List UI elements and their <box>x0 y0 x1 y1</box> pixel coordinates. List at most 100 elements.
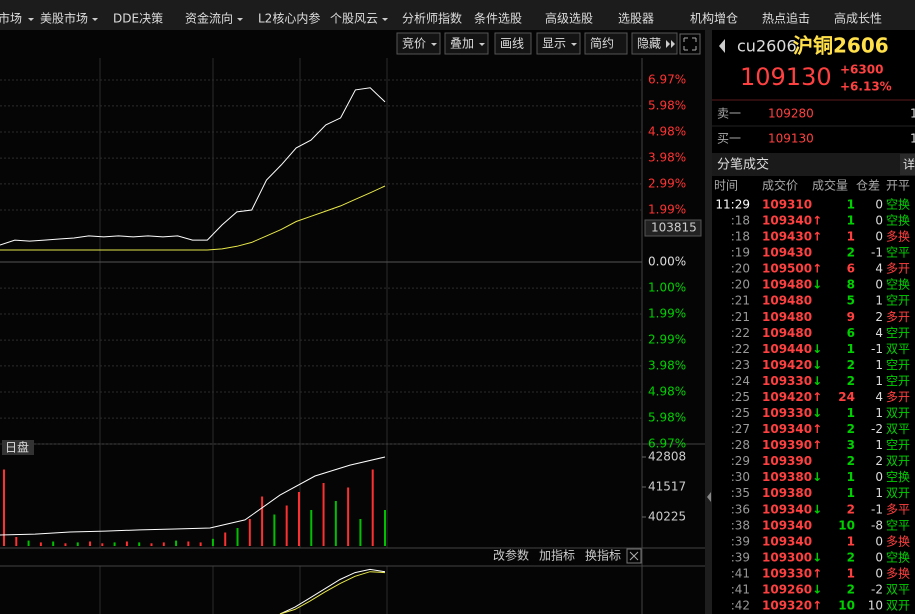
toolbar-button[interactable] <box>444 32 489 55</box>
trade-volume: 24 <box>838 390 855 404</box>
volume-bar <box>125 541 128 546</box>
volume-bar <box>64 543 67 546</box>
trades-title: 分笔成交 <box>717 157 769 173</box>
toolbar-button[interactable] <box>494 32 532 55</box>
trade-time: :41 <box>731 566 750 580</box>
trade-time: :41 <box>731 582 750 596</box>
y-tick-label: 1.99% <box>648 306 686 320</box>
close-icon <box>629 551 639 561</box>
toolbar-label: 画线 <box>500 37 524 51</box>
trade-price: 109300 <box>762 550 812 564</box>
panel-label: 日盘 <box>5 440 29 455</box>
trade-type: 双平 <box>886 582 910 596</box>
menu-item[interactable]: 热点追击 <box>762 11 810 26</box>
menu-item[interactable]: DDE决策 <box>113 12 163 26</box>
trade-volume: 1 <box>847 566 855 580</box>
trade-diff: 4 <box>875 262 883 276</box>
menu-item[interactable]: 个股风云 <box>330 12 378 26</box>
trade-price: 109480 <box>762 310 812 324</box>
book-price: 109280 <box>768 107 814 121</box>
trade-time: :18 <box>731 214 750 228</box>
trade-type: 空平 <box>886 518 910 532</box>
menu-item[interactable]: 分析师指数 <box>402 11 462 26</box>
y-tick-label: 3.98% <box>648 151 686 165</box>
fullscreen-button[interactable] <box>679 33 701 55</box>
trade-diff: -2 <box>871 582 883 596</box>
trade-diff: 2 <box>875 454 883 468</box>
trade-price: 109320 <box>762 599 812 613</box>
trade-diff: 0 <box>875 198 883 212</box>
trade-volume: 1 <box>847 230 855 244</box>
trade-diff: -2 <box>871 422 883 436</box>
trade-time: :39 <box>731 534 750 548</box>
menu-item[interactable]: 资金流向 <box>185 11 233 26</box>
trade-price: 109380 <box>762 486 812 500</box>
column-header: 开平 <box>886 179 910 193</box>
splitter <box>705 30 712 614</box>
contract-name: 沪铜2606 <box>793 34 889 58</box>
trade-volume: 2 <box>847 582 855 596</box>
trade-price: 109380 <box>762 470 812 484</box>
volume-bar <box>273 514 276 546</box>
menu-item[interactable]: 高成长性 <box>834 11 882 26</box>
toolbar-button[interactable] <box>584 32 628 55</box>
trade-type: 多开 <box>886 262 910 276</box>
trade-diff: -1 <box>871 342 883 356</box>
volume-bar <box>359 519 362 546</box>
trade-type: 空开 <box>886 294 910 308</box>
book-label: 卖一 <box>717 107 741 121</box>
cursor-label: 103815 <box>651 221 697 235</box>
trade-time: :25 <box>731 406 750 420</box>
indicator-action[interactable]: 换指标 <box>585 548 621 563</box>
trade-arrow: ↑ <box>812 422 822 436</box>
trade-volume: 1 <box>847 486 855 500</box>
volume-bar <box>150 543 153 546</box>
trade-type: 空换 <box>886 198 910 212</box>
trade-type: 多换 <box>886 534 910 548</box>
fullscreen-icon <box>683 37 697 51</box>
trade-volume: 10 <box>838 518 855 532</box>
trade-type: 空开 <box>886 358 910 372</box>
trade-price: 109330 <box>762 566 812 580</box>
trade-arrow: ↓ <box>812 406 822 420</box>
menu-item[interactable]: 选股器 <box>618 12 654 26</box>
trade-arrow: ↓ <box>812 550 822 564</box>
detail-tab[interactable] <box>900 154 915 175</box>
trade-arrow: ↑ <box>812 438 822 452</box>
book-label: 买一 <box>717 132 741 146</box>
menu-item[interactable]: 高级选股 <box>545 11 593 26</box>
toolbar-button[interactable] <box>631 32 678 55</box>
volume-bar <box>384 510 386 546</box>
price-line <box>0 87 386 246</box>
volume-bar <box>101 543 104 546</box>
toolbar-button[interactable] <box>536 32 581 55</box>
dropdown-caret <box>92 18 99 21</box>
toolbar-button[interactable] <box>396 32 441 55</box>
close-button[interactable] <box>626 548 642 564</box>
volume-bar <box>52 541 55 546</box>
trade-volume: 2 <box>847 502 855 516</box>
menu-item[interactable]: L2核心内参 <box>258 11 320 26</box>
volume-bar <box>175 540 178 546</box>
y-tick-label: 1.00% <box>648 281 686 295</box>
trade-price: 109430 <box>762 230 812 244</box>
trade-diff: 2 <box>875 310 883 324</box>
trade-type: 空开 <box>886 438 910 452</box>
volume-bar <box>138 542 141 546</box>
menu-item[interactable]: 条件选股 <box>474 12 522 26</box>
trade-time: :28 <box>731 438 750 452</box>
indicator-action[interactable]: 改参数 <box>493 548 529 563</box>
menu-item[interactable]: 机构增仓 <box>690 11 738 26</box>
trade-volume: 3 <box>847 438 855 452</box>
menu-item[interactable]: 美股市场 <box>40 11 88 26</box>
back-arrow[interactable] <box>719 39 725 53</box>
trade-type: 双开 <box>886 599 910 613</box>
trade-diff: 0 <box>875 214 883 228</box>
trades-tab[interactable]: 详 <box>903 157 915 172</box>
trade-price: 109390 <box>762 454 812 468</box>
indicator-action[interactable]: 加指标 <box>539 548 575 563</box>
trade-arrow: ↓ <box>812 358 822 372</box>
oi-tick-label: 40225 <box>648 510 686 524</box>
trade-arrow: ↑ <box>812 214 822 228</box>
menu-item[interactable]: 市场 <box>0 11 22 26</box>
